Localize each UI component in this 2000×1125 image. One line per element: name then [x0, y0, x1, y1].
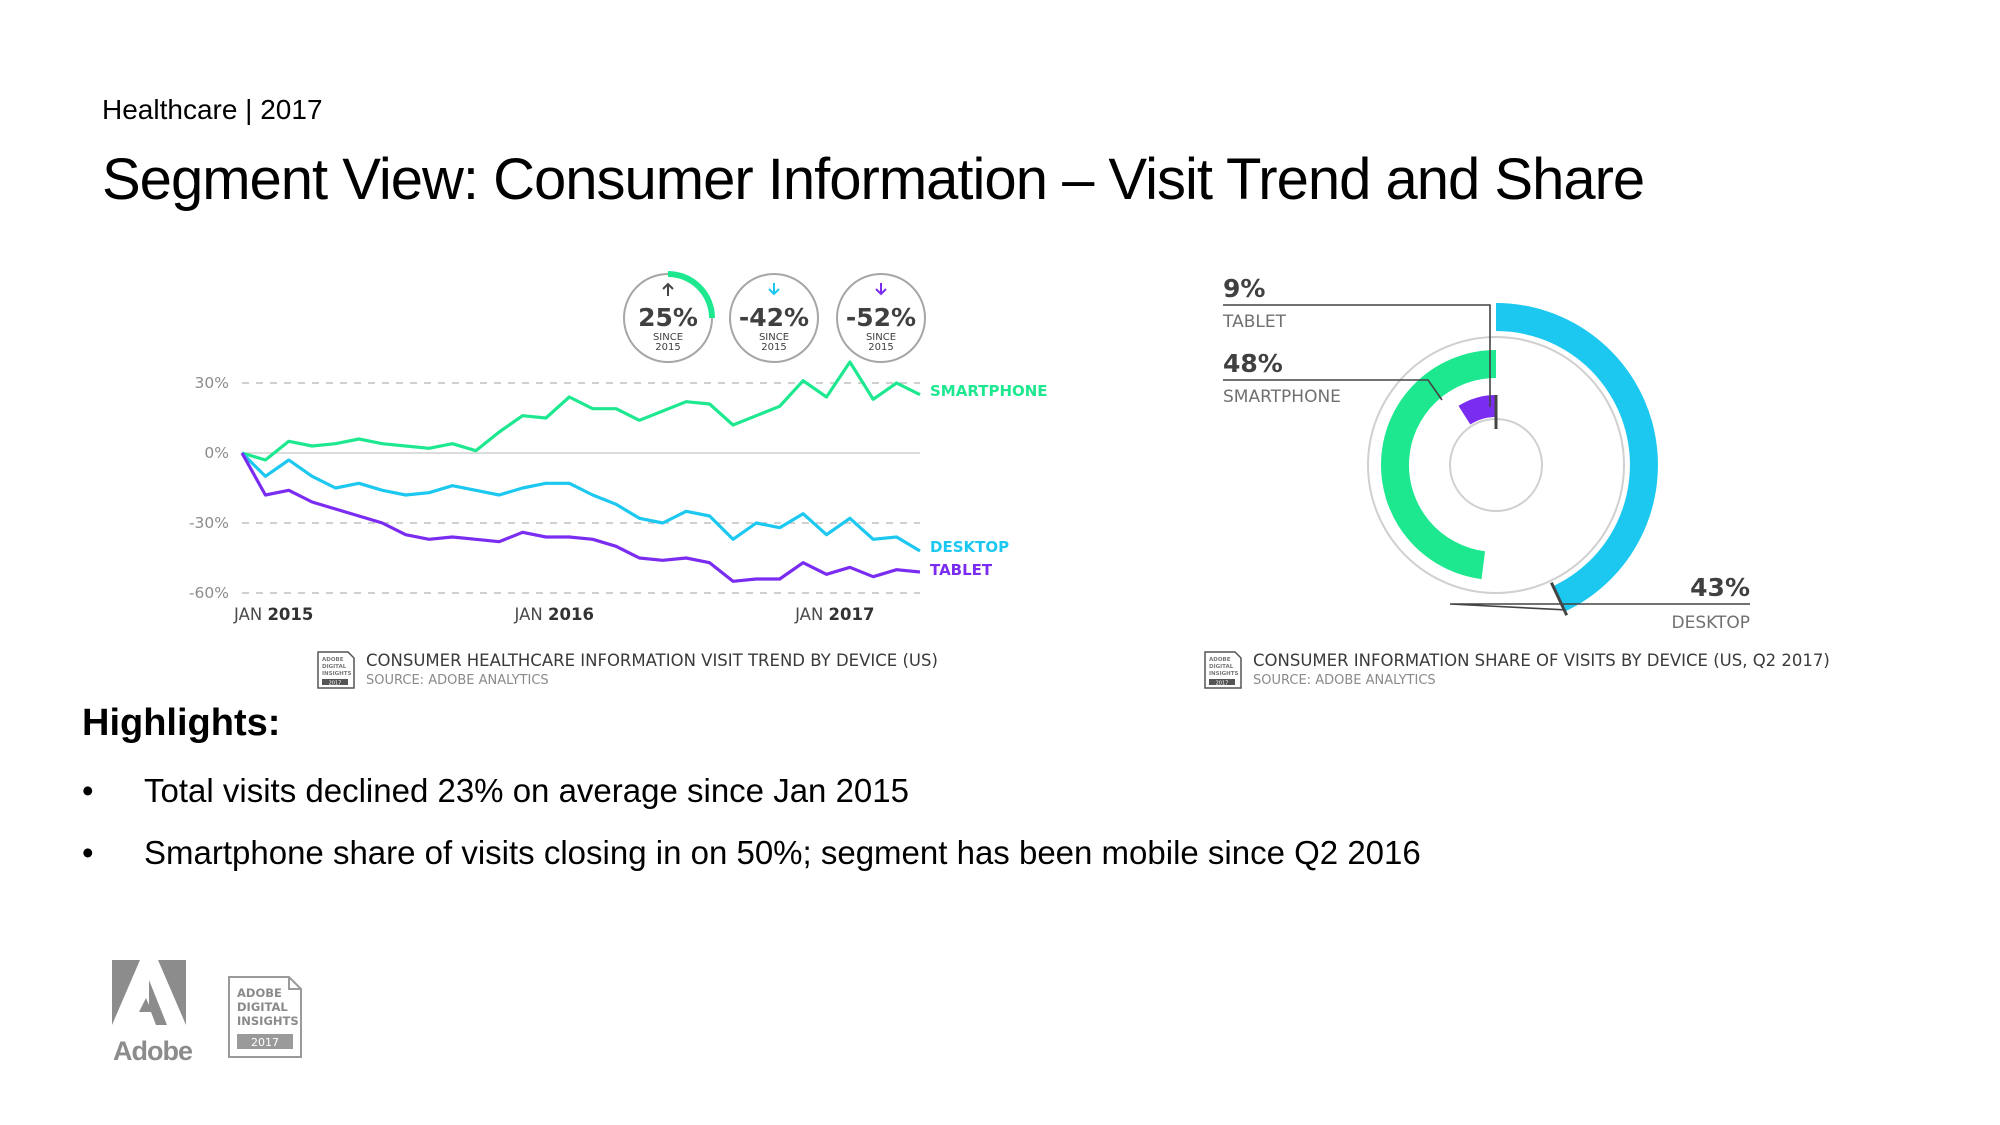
x-tick-label: JAN 2017 [794, 605, 874, 624]
y-tick-label: -60% [189, 584, 229, 602]
donut-slice-desktop [1495, 303, 1658, 612]
donut-label-tablet: 9% TABLET [1222, 274, 1491, 407]
adi-mini-year: 2017 [1216, 681, 1229, 687]
share-caption-source: SOURCE: ADOBE ANALYTICS [1253, 673, 1436, 688]
adi-line2: DIGITAL [237, 1000, 288, 1014]
page-title: Segment View: Consumer Information – Vis… [102, 147, 1645, 212]
series-label-desktop: DESKTOP [930, 538, 1009, 556]
badge-value: 25% [638, 303, 698, 332]
slice-name: TABLET [1222, 312, 1287, 332]
series-label-smartphone: SMARTPHONE [930, 382, 1048, 400]
ring-guide-outer [1367, 336, 1625, 594]
slice-name: DESKTOP [1672, 613, 1750, 633]
adi-mini-line2: DIGITAL [322, 664, 347, 670]
arrow-down-icon [875, 283, 887, 296]
y-axis-ticks: 30% 0% -30% -60% [189, 374, 229, 602]
adi-mini-line1: ADOBE [322, 657, 344, 663]
slice-value: 48% [1223, 349, 1283, 378]
highlight-text: Smartphone share of visits closing in on… [144, 834, 1421, 871]
adi-line3: INSIGHTS [237, 1014, 299, 1028]
x-tick-label: JAN 2016 [514, 605, 594, 624]
y-tick-label: 30% [195, 374, 229, 392]
adi-year: 2017 [251, 1036, 279, 1049]
badge-progress-arc [667, 271, 715, 319]
bullet: • [82, 772, 94, 809]
donut-rings [1367, 303, 1658, 616]
ring-guide-inner [1449, 418, 1543, 512]
footer-logos: Adobe ADOBE DIGITAL INSIGHTS 2017 [112, 960, 302, 1066]
series-line-tablet [240, 452, 921, 583]
arrow-down-icon [768, 283, 780, 296]
adi-mini-line3: INSIGHTS [322, 671, 352, 677]
series-line-smartphone [241, 360, 921, 462]
highlights-heading: Highlights: [82, 702, 281, 744]
share-of-visits-chart: 9% TABLET 48% SMARTPHONE 43% DESKTOP ADOBEDIG… [1204, 274, 1830, 689]
badge-since: SINCE [653, 332, 683, 343]
y-tick-label: 0% [204, 444, 229, 462]
x-tick-label: JAN 2015 [233, 605, 313, 624]
adi-line1: ADOBE [237, 986, 282, 1000]
slice-value: 9% [1223, 274, 1265, 303]
trend-caption-title: CONSUMER HEALTHCARE INFORMATION VISIT TR… [366, 651, 938, 670]
highlight-text: Total visits declined 23% on average sin… [144, 772, 909, 809]
adi-mini-line1: ADOBE [1209, 657, 1231, 663]
adobe-digital-insights-logo-icon: ADOBE DIGITAL INSIGHTS 2017 [228, 976, 302, 1058]
trend-caption-source: SOURCE: ADOBE ANALYTICS [366, 673, 549, 688]
page-kicker: Healthcare | 2017 [102, 94, 323, 125]
badge-year: 2015 [655, 342, 680, 353]
badge-value: -42% [739, 303, 809, 332]
donut-slice-smartphone [1381, 350, 1497, 580]
adobe-logo-icon: Adobe [112, 960, 194, 1066]
arrow-up-icon [662, 282, 674, 296]
chart-series [240, 360, 921, 583]
badge-year: 2015 [868, 342, 893, 353]
share-caption-title: CONSUMER INFORMATION SHARE OF VISITS BY … [1253, 651, 1830, 670]
adobe-wordmark: Adobe [113, 1036, 193, 1066]
donut-label-desktop: 43% DESKTOP [1449, 573, 1750, 633]
badge-year: 2015 [761, 342, 786, 353]
bullet: • [82, 834, 94, 871]
donut-labels: 9% TABLET 48% SMARTPHONE 43% DESKTOP [1222, 274, 1750, 633]
donut-label-smartphone: 48% SMARTPHONE [1223, 349, 1443, 407]
highlight-item: • Total visits declined 23% on average si… [82, 772, 909, 810]
badge-value: -52% [846, 303, 916, 332]
slice-value: 43% [1690, 573, 1750, 602]
series-label-tablet: TABLET [930, 561, 993, 579]
y-tick-label: -30% [189, 514, 229, 532]
x-axis-ticks: JAN 2015 JAN 2016 JAN 2017 [233, 605, 874, 624]
badge-since: SINCE [759, 332, 789, 343]
slice-name: SMARTPHONE [1223, 387, 1341, 407]
adi-mini-year: 2017 [329, 681, 342, 687]
donut-slice-tablet [1458, 395, 1497, 425]
adi-mini-line3: INSIGHTS [1209, 671, 1239, 677]
badge-since: SINCE [866, 332, 896, 343]
highlight-item: • Smartphone share of visits closing in o… [82, 834, 1421, 872]
series-labels: SMARTPHONE DESKTOP TABLET [930, 382, 1048, 579]
adi-mini-line2: DIGITAL [1209, 664, 1234, 670]
series-line-desktop [240, 451, 921, 553]
